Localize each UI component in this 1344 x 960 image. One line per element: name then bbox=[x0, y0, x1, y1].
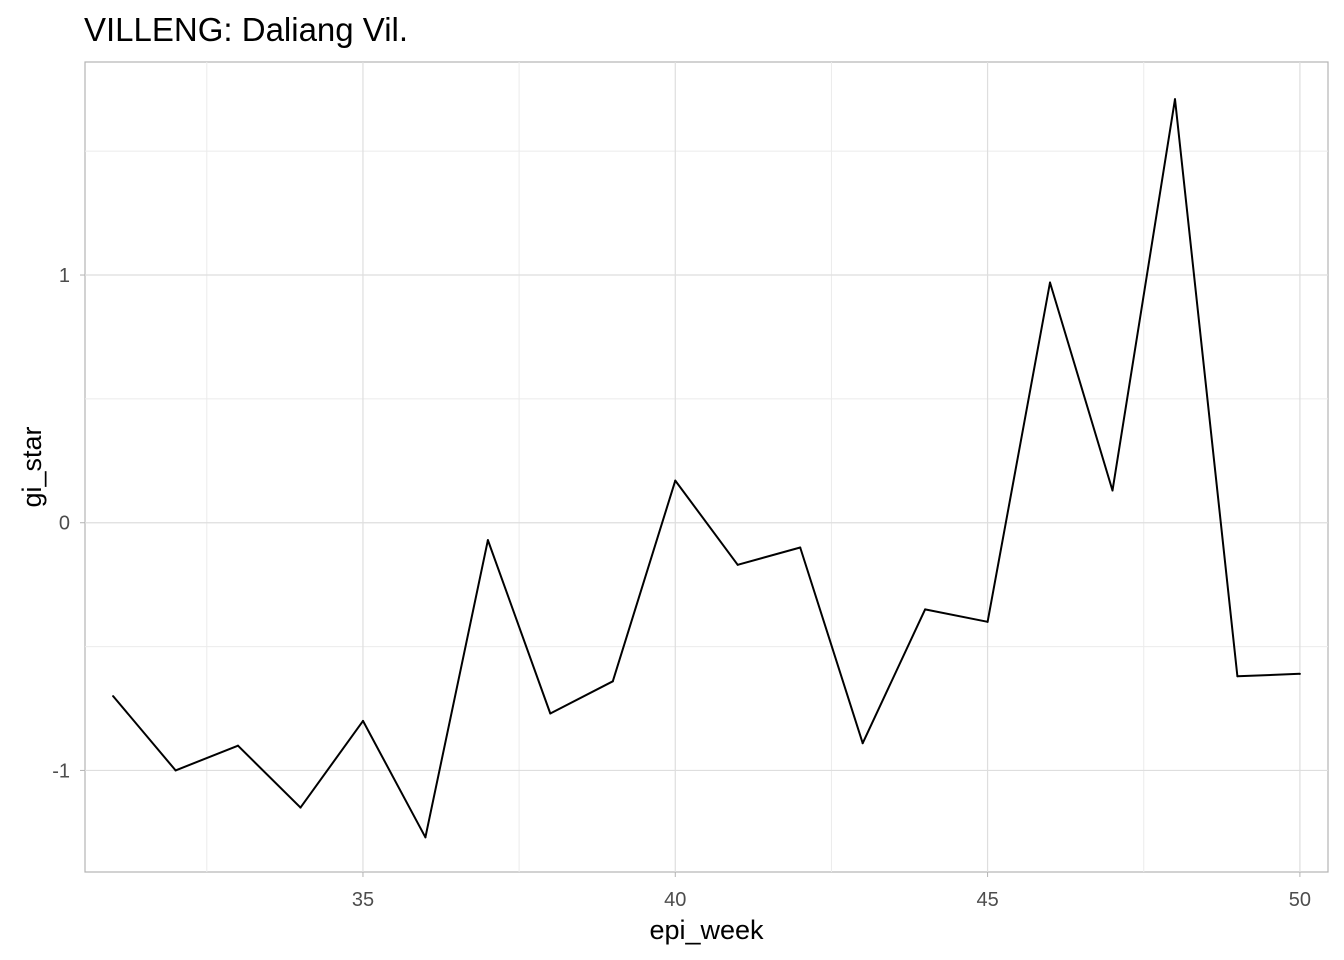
y-axis-label: gi_star bbox=[17, 426, 47, 508]
data-point bbox=[986, 620, 989, 623]
plot-panel-border bbox=[84, 61, 1329, 873]
x-axis-ticks: 35 40 45 50 bbox=[352, 872, 1311, 911]
data-point bbox=[1298, 672, 1301, 675]
x-tick-label: 50 bbox=[1289, 889, 1311, 911]
x-axis-label: epi_week bbox=[649, 915, 764, 945]
data-point bbox=[1049, 281, 1052, 284]
y-tick-label: 0 bbox=[59, 513, 70, 535]
data-point bbox=[736, 563, 739, 566]
data-point bbox=[674, 479, 677, 482]
x-tick-label: 40 bbox=[664, 889, 686, 911]
data-point bbox=[424, 836, 427, 839]
x-tick-label: 35 bbox=[352, 889, 374, 911]
data-point bbox=[549, 712, 552, 715]
data-point bbox=[486, 539, 489, 542]
series-layer bbox=[112, 98, 1301, 839]
data-point bbox=[1236, 675, 1239, 678]
data-point bbox=[611, 680, 614, 683]
minor-gridlines bbox=[85, 62, 1328, 872]
data-point bbox=[237, 744, 240, 747]
chart-title: VILLENG: Daliang Vil. bbox=[84, 11, 409, 48]
y-tick-label: -1 bbox=[52, 760, 70, 782]
data-point bbox=[1173, 98, 1176, 101]
data-point bbox=[361, 719, 364, 722]
x-tick-label: 45 bbox=[976, 889, 998, 911]
data-point bbox=[924, 608, 927, 611]
data-point bbox=[799, 546, 802, 549]
data-point bbox=[861, 742, 864, 745]
data-point bbox=[112, 695, 115, 698]
y-tick-label: 1 bbox=[59, 265, 70, 287]
major-gridlines bbox=[85, 62, 1328, 872]
data-point bbox=[174, 769, 177, 772]
data-point bbox=[1111, 489, 1114, 492]
series-line bbox=[112, 98, 1300, 839]
data-point bbox=[299, 806, 302, 809]
y-axis-ticks: -1 0 1 bbox=[52, 265, 85, 782]
